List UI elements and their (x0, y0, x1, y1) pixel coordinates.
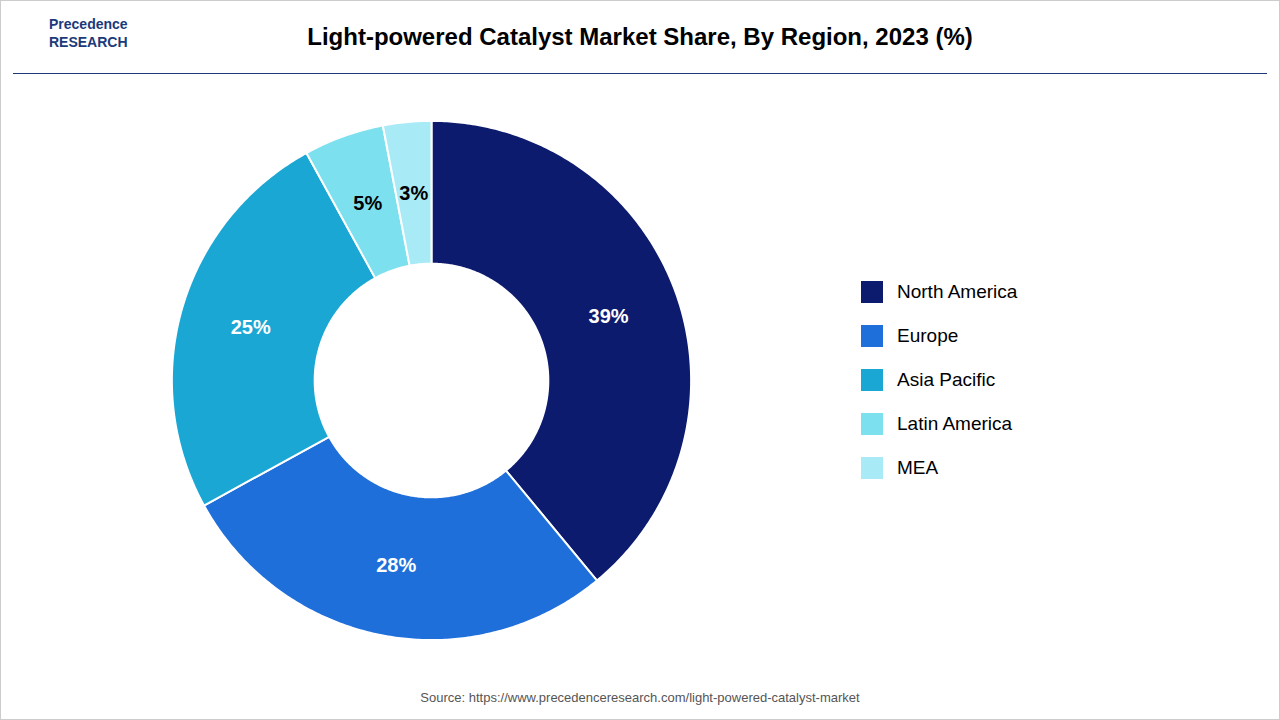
svg-text:25%: 25% (231, 316, 271, 338)
svg-text:39%: 39% (589, 305, 629, 327)
html-text:Latin America: Latin America (897, 413, 1013, 434)
html-text:MEA: MEA (897, 457, 939, 478)
svg-text:28%: 28% (376, 554, 416, 576)
html-text:Light-powered Catalyst Market: Light-powered Catalyst Market Share, By … (307, 23, 973, 50)
html-text:Asia Pacific: Asia Pacific (897, 369, 996, 390)
svg-text:5%: 5% (353, 192, 382, 214)
html-text:Precedence RESEARCH: Precedence RESEARCH (49, 16, 128, 51)
html-text:Source: https://www.precedence: Source: https://www.precedenceresearch.c… (420, 690, 860, 705)
html-text:North America: North America (897, 281, 1018, 302)
html-text:Europe: Europe (897, 325, 959, 346)
svg-text:3%: 3% (399, 182, 428, 204)
